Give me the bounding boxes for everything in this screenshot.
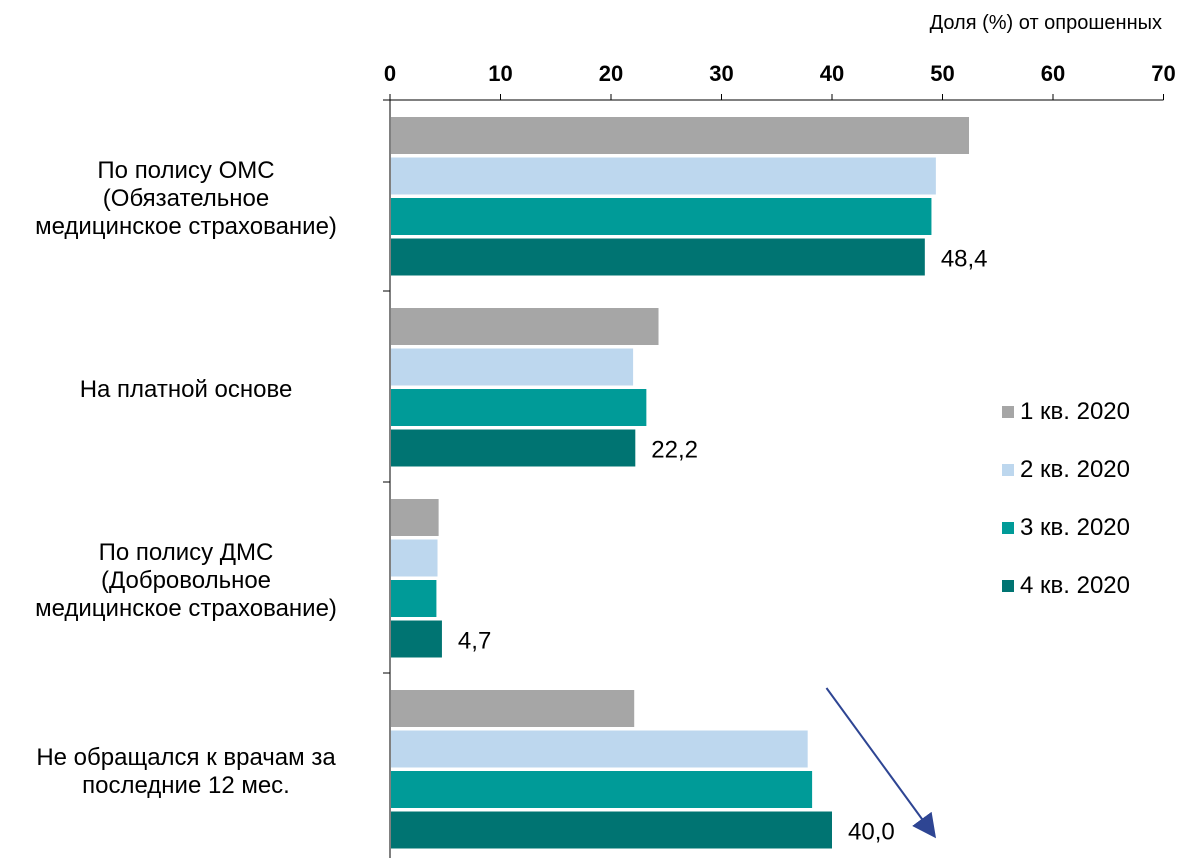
bar <box>391 348 634 386</box>
data-label: 4,7 <box>458 628 491 655</box>
x-tick-label: 0 <box>384 61 396 86</box>
bar <box>391 771 813 808</box>
category-label: По полису ДМС (Добровольное медицинское ст… <box>6 539 366 623</box>
bar <box>391 117 970 154</box>
bar <box>391 620 442 658</box>
category-label: Не обращался к врачам за последние 12 мес… <box>6 744 366 800</box>
x-tick-label: 30 <box>709 61 733 86</box>
category-label: По полису ОМС (Обязательное медицинское ст… <box>6 157 366 241</box>
bar <box>391 811 832 849</box>
category-label-line: По полису ДМС <box>98 538 274 566</box>
legend-label: 1 кв. 2020 <box>1020 398 1130 425</box>
x-tick-label: 20 <box>599 61 623 86</box>
x-tick-label: 70 <box>1151 61 1175 86</box>
legend-label: 2 кв. 2020 <box>1020 456 1130 483</box>
data-label: 48,4 <box>941 246 988 273</box>
trend-arrow <box>825 687 937 839</box>
x-axis-title: Доля (%) от опрошенных <box>929 12 1162 34</box>
category-label-line: На платной основе <box>79 375 293 403</box>
legend-label: 4 кв. 2020 <box>1020 572 1130 599</box>
category-label: На платной основе <box>6 376 366 404</box>
category-label-line: медицинское страхование) <box>35 594 337 622</box>
legend-label: 3 кв. 2020 <box>1020 514 1130 541</box>
legend-swatch <box>1002 580 1014 592</box>
x-tick-label: 40 <box>820 61 844 86</box>
x-tick-label: 60 <box>1041 61 1065 86</box>
x-tick-label: 50 <box>930 61 954 86</box>
bar <box>391 389 647 426</box>
x-tick-label: 10 <box>488 61 512 86</box>
data-label: 40,0 <box>848 819 895 846</box>
category-label-line: последние 12 мес. <box>82 771 290 799</box>
bar <box>391 690 635 727</box>
category-label-line: (Добровольное <box>100 566 272 594</box>
legend-item: 4 кв. 2020 <box>1002 557 1130 615</box>
bar <box>391 580 437 617</box>
bar <box>391 499 439 536</box>
legend-item: 3 кв. 2020 <box>1002 499 1130 557</box>
legend: 1 кв. 2020 2 кв. 2020 3 кв. 2020 4 кв. 2020 <box>1002 383 1130 615</box>
bar <box>391 730 808 768</box>
category-label-line: медицинское страхование) <box>35 212 337 240</box>
category-label-line: Не обращался к врачам за <box>36 743 336 771</box>
bar <box>391 308 659 345</box>
category-label-line: (Обязательное <box>102 184 270 212</box>
bar <box>391 198 932 235</box>
data-label: 22,2 <box>651 437 698 464</box>
bar <box>391 157 936 195</box>
bar <box>391 539 438 577</box>
legend-swatch <box>1002 406 1014 418</box>
category-label-line: По полису ОМС <box>97 156 275 184</box>
legend-item: 2 кв. 2020 <box>1002 441 1130 499</box>
legend-swatch <box>1002 522 1014 534</box>
legend-swatch <box>1002 464 1014 476</box>
legend-item: 1 кв. 2020 <box>1002 383 1130 441</box>
bar <box>391 238 925 276</box>
bar <box>391 429 636 467</box>
